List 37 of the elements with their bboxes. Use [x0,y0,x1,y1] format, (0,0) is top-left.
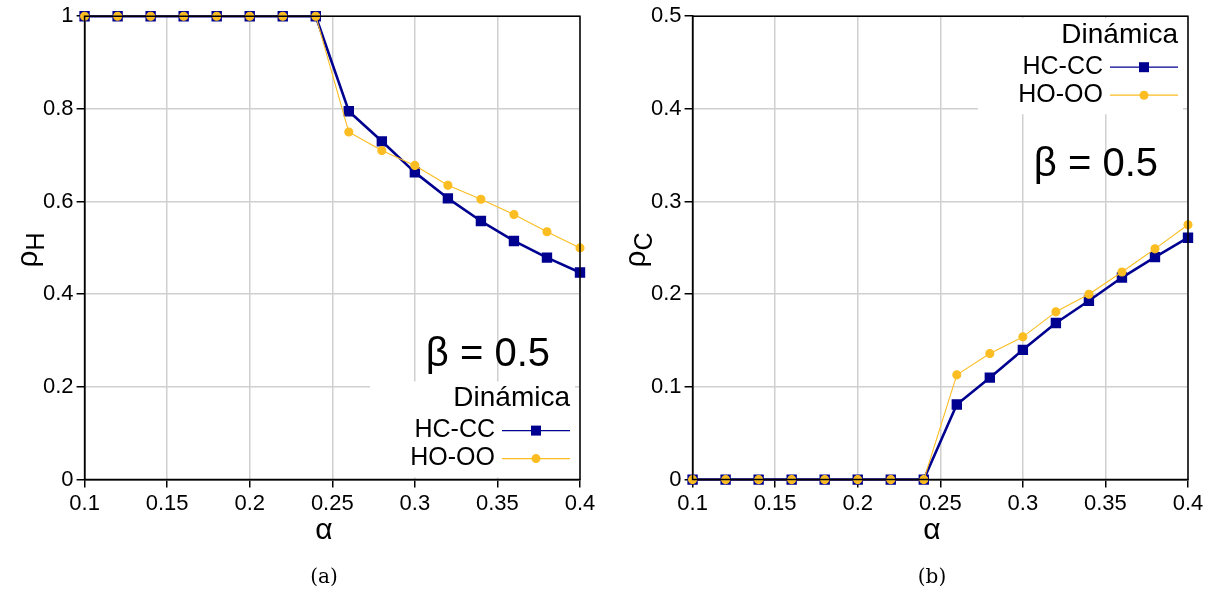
legend-label: HC-CC [1022,51,1103,80]
x-tick-label: 0.25 [918,489,962,515]
annotation: β = 0.5 [1033,139,1158,184]
annotation: β = 0.5 [425,329,550,374]
x-tick-label: 0.15 [753,489,797,515]
y-tick-label: 0.6 [42,187,74,213]
y-tick-label: 0.4 [42,280,74,306]
x-tick-label: 0.1 [677,489,708,515]
y-tick-label: 0 [669,465,682,491]
y-tick-label: 1 [61,2,74,28]
y-tick-label: 0.2 [650,280,682,306]
x-axis-title: α [315,512,333,545]
x-tick-label: 0.2 [234,489,266,515]
y-tick-label: 0.4 [650,94,682,120]
x-tick-label: 0.3 [399,489,431,515]
legend-label: HC-CC [414,414,495,443]
legend-title: Dinámica [453,381,571,413]
y-tick-label: 0.5 [650,2,682,28]
legend-title: Dinámica [1061,17,1179,49]
y-tick-label: 0.1 [650,372,682,398]
x-tick-label: 0.2 [842,489,874,515]
legend-label: HO-OO [410,442,495,471]
y-tick-label: 0 [61,465,74,491]
x-tick-label: 0.4 [1172,489,1204,515]
text: (b) [916,564,948,588]
x-tick-label: 0.25 [310,489,354,515]
legend-label: HO-OO [1018,79,1103,108]
x-axis-title: α [923,512,941,545]
y-tick-label: 0.8 [42,94,74,120]
x-tick-label: 0.35 [476,489,519,515]
x-tick-label: 0.3 [1007,489,1039,515]
y-tick-label: 0.3 [650,187,682,213]
y-tick-label: 0.2 [42,372,74,398]
x-tick-label: 0.15 [145,489,189,515]
text: (a) [309,564,339,588]
x-tick-label: 0.35 [1084,489,1127,515]
x-tick-label: 0.4 [564,489,596,515]
